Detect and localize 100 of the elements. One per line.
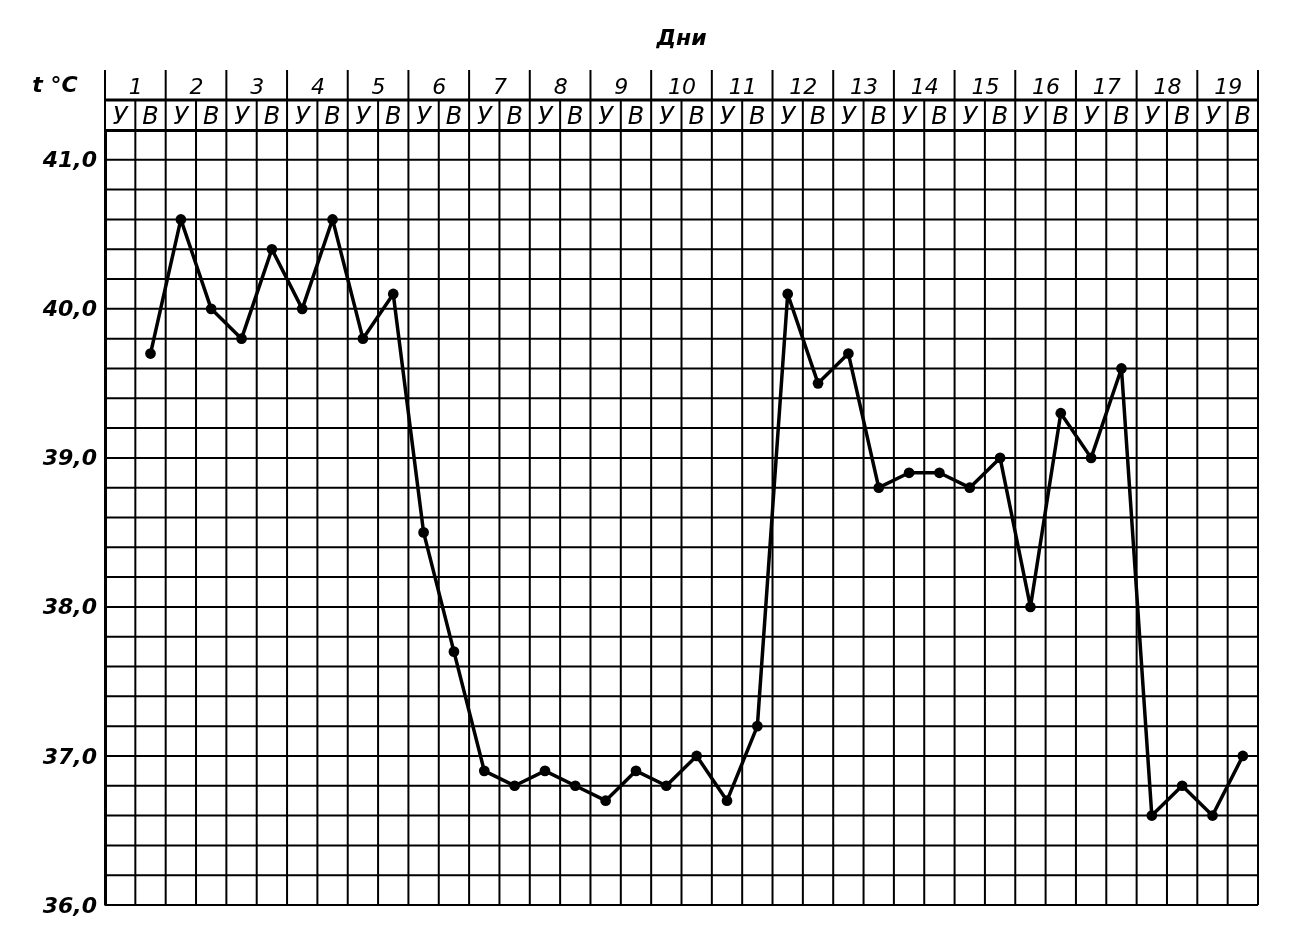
point <box>782 288 794 300</box>
point <box>812 378 824 389</box>
point <box>478 765 490 777</box>
point <box>691 750 703 762</box>
point <box>539 765 551 777</box>
x-tick-label: У <box>1083 102 1100 130</box>
x-tick-label: В <box>1173 102 1191 130</box>
x2-tick-label: 15 <box>971 74 1000 99</box>
point <box>327 214 338 225</box>
x-tick-label: В <box>445 102 463 130</box>
point <box>1025 601 1036 613</box>
x-tick-label: В <box>809 102 827 130</box>
x-tick-label: У <box>234 102 251 130</box>
x2-tick-label: 1 <box>128 74 143 99</box>
point <box>448 646 460 657</box>
x2-tick-label: 5 <box>371 74 386 99</box>
x-tick-label: У <box>416 102 433 130</box>
x2-tick-label: 19 <box>1214 74 1243 99</box>
point <box>569 780 581 792</box>
x-axis-title: Дни <box>655 25 707 50</box>
x-tick-label: У <box>1205 102 1222 130</box>
x2-tick-label: 7 <box>492 74 507 99</box>
point <box>934 467 945 479</box>
point <box>296 303 308 315</box>
x-tick-label: У <box>780 102 797 130</box>
y-tick-label: 38,0 <box>42 594 97 620</box>
y-tick-label: 41,0 <box>41 147 97 173</box>
y-axis-title: t °C <box>32 72 78 97</box>
x-tick-label: В <box>870 102 887 130</box>
x2-tick-label: 3 <box>250 74 265 99</box>
x-tick-label: У <box>112 102 129 130</box>
x-tick-label: В <box>688 102 705 130</box>
x2-tick-label: 8 <box>553 74 568 99</box>
x-tick-label: У <box>901 102 918 130</box>
x-tick-label: В <box>567 102 584 130</box>
point <box>752 720 763 732</box>
x-tick-label: В <box>263 102 281 130</box>
x2-tick-label: 2 <box>189 74 204 99</box>
point <box>721 795 733 807</box>
point <box>600 795 611 807</box>
point <box>175 214 187 225</box>
point <box>964 482 976 494</box>
point <box>145 348 156 359</box>
x2-tick-label: 13 <box>850 74 879 99</box>
x-tick-label: У <box>1144 102 1161 130</box>
point <box>205 303 217 315</box>
x2-tick-label: 6 <box>432 74 447 99</box>
point <box>903 467 915 479</box>
point <box>843 348 854 359</box>
point <box>1237 750 1249 762</box>
point <box>1176 780 1188 792</box>
point <box>873 482 885 494</box>
x-tick-label: У <box>841 102 858 130</box>
x2-tick-label: 4 <box>310 74 325 99</box>
point <box>1146 810 1158 821</box>
x-tick-label: В <box>1052 102 1070 130</box>
x-tick-label: В <box>991 102 1009 130</box>
point <box>387 288 399 300</box>
x-tick-label: В <box>142 102 159 130</box>
x-tick-label: В <box>1113 102 1130 130</box>
point <box>509 780 520 792</box>
x-tick-label: У <box>173 102 190 130</box>
point <box>1207 810 1218 821</box>
point <box>994 452 1006 464</box>
x-tick-label: В <box>202 102 220 130</box>
x2-tick-label: 17 <box>1092 74 1121 99</box>
x-tick-label: В <box>506 102 523 130</box>
point <box>660 780 672 792</box>
point <box>1055 407 1067 419</box>
x-tick-label: В <box>385 102 402 130</box>
x2-tick-label: 16 <box>1032 74 1061 99</box>
x-tick-label: У <box>294 102 311 130</box>
x-tick-label: У <box>476 102 493 130</box>
point <box>1085 452 1097 464</box>
y-tick-label: 36,0 <box>42 892 97 918</box>
x-tick-label: У <box>355 102 372 130</box>
y-tick-label: 37,0 <box>42 743 97 769</box>
x-tick-label: У <box>537 102 554 130</box>
x-tick-label: В <box>931 102 948 130</box>
point <box>1116 363 1127 374</box>
x-tick-label: В <box>627 102 645 130</box>
x2-tick-label: 10 <box>668 74 696 99</box>
x-tick-label: У <box>1023 102 1040 130</box>
x-tick-label: У <box>598 102 615 130</box>
x-tick-label: У <box>962 102 979 130</box>
point <box>357 333 369 344</box>
y-tick-label: 39,0 <box>42 445 97 471</box>
x2-tick-label: 14 <box>910 74 939 99</box>
point <box>236 333 247 344</box>
x2-tick-label: 9 <box>614 74 629 99</box>
x-tick-label: В <box>1234 102 1252 130</box>
x-tick-label: У <box>719 102 736 130</box>
y-tick-label: 40,0 <box>41 296 97 322</box>
point <box>418 527 429 538</box>
x2-tick-label: 18 <box>1153 74 1182 99</box>
point <box>630 765 642 777</box>
x2-tick-label: 12 <box>789 74 818 99</box>
point <box>266 243 278 255</box>
x2-tick-label: 11 <box>728 74 757 99</box>
x-tick-label: В <box>324 102 341 130</box>
